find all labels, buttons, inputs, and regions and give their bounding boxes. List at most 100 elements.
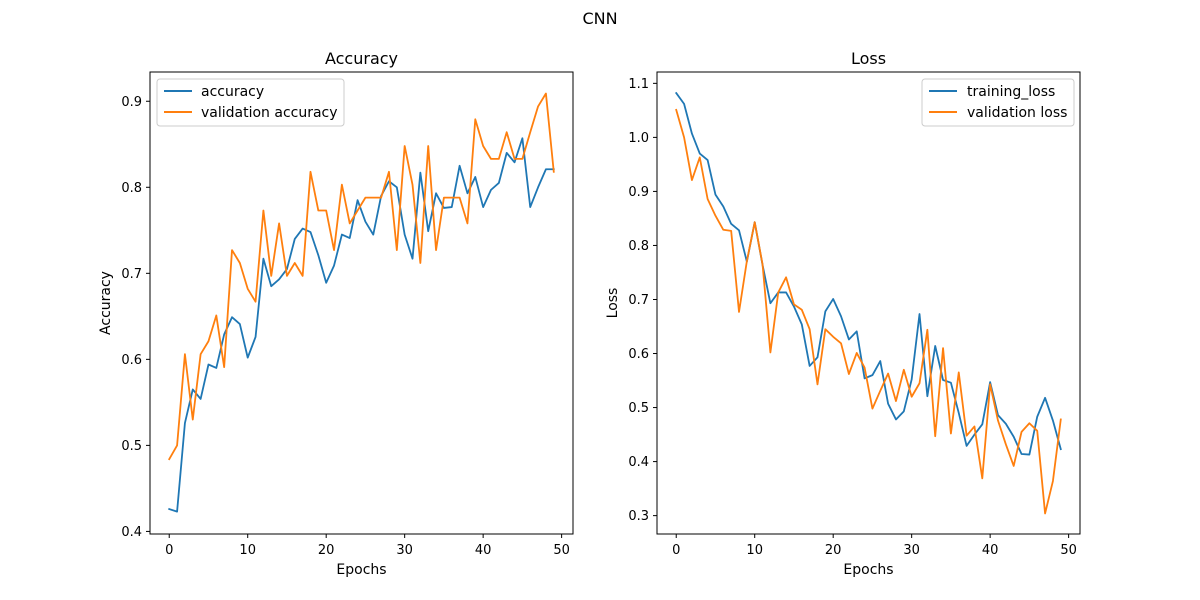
loss-series-validation-loss-point [927, 329, 928, 330]
loss-series-training-loss-point [1005, 423, 1006, 424]
accuracy-y-axis-label: Accuracy [98, 271, 114, 335]
loss-legend-box [921, 78, 1075, 127]
loss-series-training-loss-point [707, 159, 708, 160]
loss-series-training-loss-point [950, 382, 951, 383]
accuracy-series-validation-accuracy-point [255, 301, 256, 302]
loss-series-validation-loss-point [715, 215, 716, 216]
loss-y-tick-label: 1.0 [628, 131, 649, 146]
loss-series-validation-loss-point [895, 400, 896, 401]
loss-series-validation-loss-point [1013, 465, 1014, 466]
loss-x-tick-label: 0 [672, 543, 680, 558]
loss-series-validation-loss-point [1060, 419, 1061, 420]
loss-series-validation-loss-point [809, 329, 810, 330]
accuracy-series-validation-accuracy-point [208, 341, 209, 342]
accuracy-series-accuracy-point [255, 336, 256, 337]
accuracy-series-validation-accuracy-line [168, 92, 555, 461]
loss-series-validation-loss-point [738, 311, 739, 312]
loss-y-ticks: 0.3 0.4 0.5 0.6 0.7 0.8 0.9 1.0 1.1 [628, 77, 657, 524]
loss-series-validation-loss-point [754, 222, 755, 223]
accuracy-series-accuracy-point [310, 231, 311, 232]
loss-series-training-loss-point [982, 424, 983, 425]
accuracy-y-ticks: 0.4 0.5 0.6 0.7 0.8 0.9 [121, 95, 150, 540]
loss-chart: 0.30.40.50.60.70.80.91.01.1 0 10 20 30 40 50 … [605, 49, 1081, 578]
accuracy-series-validation-accuracy-point [247, 288, 248, 289]
loss-series-validation-loss-point [1052, 480, 1053, 481]
loss-series-training-loss-point [1029, 454, 1030, 455]
loss-y-tick-label: 0.9 [628, 185, 649, 200]
loss-series-training-loss-point [840, 316, 841, 317]
accuracy-x-tick-label: 10 [239, 543, 256, 558]
loss-series-training-loss-point [942, 379, 943, 380]
loss-series-validation-loss-point [974, 426, 975, 427]
accuracy-series-accuracy-point [247, 357, 248, 358]
accuracy-series-validation-accuracy-point [279, 223, 280, 224]
accuracy-series-accuracy-point [443, 207, 444, 208]
accuracy-series-accuracy-point [192, 389, 193, 390]
accuracy-x-tick-label: 30 [396, 543, 413, 558]
accuracy-series-accuracy-point [216, 367, 217, 368]
loss-series-validation-loss-point [1029, 423, 1030, 424]
accuracy-series-validation-accuracy-point [349, 223, 350, 224]
loss-y-tick-label: 0.5 [628, 401, 649, 416]
accuracy-series-validation-accuracy-point [553, 171, 554, 172]
loss-series-validation-loss-point [982, 478, 983, 479]
accuracy-chart-title: Accuracy [325, 49, 398, 68]
loss-series-training-loss-point [966, 445, 967, 446]
loss-series-training-loss-point [1044, 397, 1045, 398]
accuracy-y-tick-label: 0.5 [121, 439, 142, 454]
loss-chart-title: Loss [851, 49, 886, 68]
accuracy-series-validation-accuracy-point [428, 145, 429, 146]
accuracy-series-validation-accuracy-point [271, 275, 272, 276]
accuracy-series-validation-accuracy-point [506, 132, 507, 133]
accuracy-series-validation-accuracy-point [537, 106, 538, 107]
loss-series-training-loss-point [903, 411, 904, 412]
loss-series-training-loss-point [801, 324, 802, 325]
accuracy-series-accuracy-point [365, 221, 366, 222]
loss-legend: training_loss validation loss [921, 78, 1075, 127]
accuracy-series-validation-accuracy-point [286, 275, 287, 276]
loss-series-training-loss-point [911, 379, 912, 380]
loss-series-training-loss-point [990, 382, 991, 383]
loss-y-tick-label: 0.7 [628, 293, 649, 308]
accuracy-series-validation-accuracy-point [514, 158, 515, 159]
loss-series-training-loss-point [895, 419, 896, 420]
loss-series-validation-loss-point [683, 137, 684, 138]
accuracy-series-validation-accuracy-point [490, 158, 491, 159]
loss-series-validation-loss-point [723, 229, 724, 230]
loss-series-validation-loss-point [990, 384, 991, 385]
accuracy-series-validation-accuracy-point [169, 459, 170, 460]
accuracy-series-accuracy-point [475, 176, 476, 177]
accuracy-series-accuracy-point [451, 206, 452, 207]
accuracy-series-accuracy-point [498, 182, 499, 183]
accuracy-series-validation-accuracy-point [239, 262, 240, 263]
accuracy-series-validation-accuracy-point [341, 184, 342, 185]
loss-y-tick-label: 0.3 [628, 509, 649, 524]
loss-series-training-loss-point [676, 92, 677, 93]
loss-series-training-loss-point [856, 331, 857, 332]
loss-series-validation-loss-point [691, 179, 692, 180]
accuracy-series-accuracy-point [224, 334, 225, 335]
loss-series-validation-loss-point [817, 384, 818, 385]
loss-series-validation-loss-point [786, 277, 787, 278]
accuracy-series-validation-accuracy-point [420, 262, 421, 263]
loss-series-validation-loss-point [935, 436, 936, 437]
loss-series-validation-loss-point [856, 352, 857, 353]
loss-series-validation-loss-point [793, 304, 794, 305]
loss-series-validation-loss-point [903, 369, 904, 370]
accuracy-series-validation-accuracy-point [302, 275, 303, 276]
accuracy-series-accuracy-point [514, 162, 515, 163]
loss-y-tick-label: 0.8 [628, 239, 649, 254]
accuracy-series-accuracy-point [349, 237, 350, 238]
accuracy-series-accuracy-point [271, 286, 272, 287]
accuracy-series-accuracy-point [412, 258, 413, 259]
accuracy-series-validation-accuracy-point [388, 171, 389, 172]
accuracy-series-accuracy-point [404, 234, 405, 235]
accuracy-series-validation-accuracy-point [192, 419, 193, 420]
loss-series-training-loss-point [935, 345, 936, 346]
accuracy-series-accuracy-point [200, 398, 201, 399]
accuracy-y-tick-label: 0.7 [121, 267, 142, 282]
loss-series-training-loss-point [723, 206, 724, 207]
loss-series-validation-loss-point [762, 264, 763, 265]
accuracy-x-ticks: 0 10 20 30 40 50 [165, 534, 570, 558]
loss-series-layer [674, 91, 1062, 515]
